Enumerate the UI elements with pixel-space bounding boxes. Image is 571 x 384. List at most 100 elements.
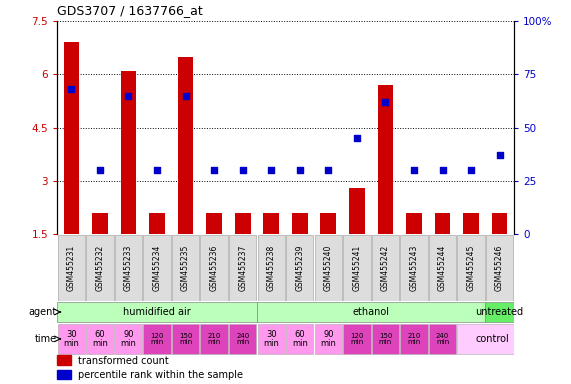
Text: GSM455237: GSM455237: [238, 245, 247, 291]
Text: GSM455235: GSM455235: [181, 245, 190, 291]
Text: GSM455238: GSM455238: [267, 245, 276, 291]
Text: GSM455232: GSM455232: [95, 245, 104, 291]
Bar: [292, 213, 308, 234]
Text: GSM455245: GSM455245: [467, 245, 476, 291]
Text: percentile rank within the sample: percentile rank within the sample: [78, 370, 243, 381]
Bar: [86, 235, 114, 301]
Bar: [457, 324, 528, 354]
Text: 150
min: 150 min: [179, 333, 192, 345]
Point: [495, 152, 504, 159]
Text: 240
min: 240 min: [436, 333, 449, 345]
Point: [409, 167, 419, 174]
Point: [238, 167, 247, 174]
Text: GSM455244: GSM455244: [438, 245, 447, 291]
Text: GSM455233: GSM455233: [124, 245, 133, 291]
Bar: [206, 213, 222, 234]
Bar: [286, 235, 313, 301]
Bar: [315, 324, 342, 354]
Point: [438, 167, 447, 174]
Text: GSM455241: GSM455241: [352, 245, 361, 291]
Text: humidified air: humidified air: [123, 307, 191, 317]
Text: GSM455240: GSM455240: [324, 245, 333, 291]
Point: [67, 86, 76, 93]
Text: 60
min: 60 min: [92, 329, 108, 348]
Bar: [258, 324, 285, 354]
Bar: [149, 213, 165, 234]
Bar: [457, 235, 485, 301]
Bar: [115, 324, 142, 354]
Bar: [120, 71, 136, 234]
Point: [295, 167, 304, 174]
Bar: [200, 324, 228, 354]
Text: 30
min: 30 min: [263, 329, 279, 348]
Bar: [343, 324, 371, 354]
Bar: [429, 324, 456, 354]
Bar: [263, 213, 279, 234]
Point: [381, 99, 390, 105]
Bar: [57, 303, 257, 321]
Text: GSM455246: GSM455246: [495, 245, 504, 291]
Bar: [372, 324, 399, 354]
Bar: [172, 235, 199, 301]
Point: [95, 167, 104, 174]
Bar: [349, 188, 365, 234]
Bar: [429, 235, 456, 301]
Text: 210
min: 210 min: [407, 333, 421, 345]
Point: [181, 93, 190, 99]
Bar: [58, 324, 85, 354]
Text: 90
min: 90 min: [120, 329, 136, 348]
Bar: [377, 85, 393, 234]
Point: [467, 167, 476, 174]
Text: GSM455231: GSM455231: [67, 245, 76, 291]
Bar: [229, 324, 256, 354]
Bar: [372, 235, 399, 301]
Bar: [200, 235, 228, 301]
Bar: [115, 235, 142, 301]
Text: GDS3707 / 1637766_at: GDS3707 / 1637766_at: [57, 4, 203, 17]
Point: [210, 167, 219, 174]
Bar: [435, 213, 451, 234]
Bar: [258, 235, 285, 301]
Bar: [57, 370, 71, 379]
Bar: [92, 213, 108, 234]
Bar: [143, 324, 171, 354]
Bar: [485, 303, 514, 321]
Text: GSM455243: GSM455243: [409, 245, 419, 291]
Bar: [143, 235, 171, 301]
Text: agent: agent: [29, 307, 57, 317]
Bar: [406, 213, 422, 234]
Text: ethanol: ethanol: [353, 307, 389, 317]
Bar: [400, 324, 428, 354]
Text: control: control: [476, 334, 509, 344]
Text: 60
min: 60 min: [292, 329, 308, 348]
Text: 120
min: 120 min: [150, 333, 164, 345]
Point: [352, 135, 361, 141]
Text: 120
min: 120 min: [350, 333, 364, 345]
Text: transformed count: transformed count: [78, 356, 168, 366]
Text: GSM455234: GSM455234: [152, 245, 162, 291]
Bar: [235, 213, 251, 234]
Bar: [492, 213, 508, 234]
Text: 240
min: 240 min: [236, 333, 250, 345]
Bar: [400, 235, 428, 301]
Bar: [320, 213, 336, 234]
Text: 90
min: 90 min: [320, 329, 336, 348]
Bar: [343, 235, 371, 301]
Point: [324, 167, 333, 174]
Text: time: time: [35, 334, 57, 344]
Point: [124, 93, 133, 99]
Text: GSM455236: GSM455236: [210, 245, 219, 291]
Text: GSM455239: GSM455239: [295, 245, 304, 291]
Bar: [286, 324, 313, 354]
Bar: [86, 324, 114, 354]
Bar: [58, 235, 85, 301]
Bar: [486, 235, 513, 301]
Bar: [315, 235, 342, 301]
Bar: [463, 213, 479, 234]
Text: 30
min: 30 min: [63, 329, 79, 348]
Text: 210
min: 210 min: [207, 333, 221, 345]
Point: [267, 167, 276, 174]
Bar: [229, 235, 256, 301]
Text: untreated: untreated: [476, 307, 524, 317]
Text: GSM455242: GSM455242: [381, 245, 390, 291]
